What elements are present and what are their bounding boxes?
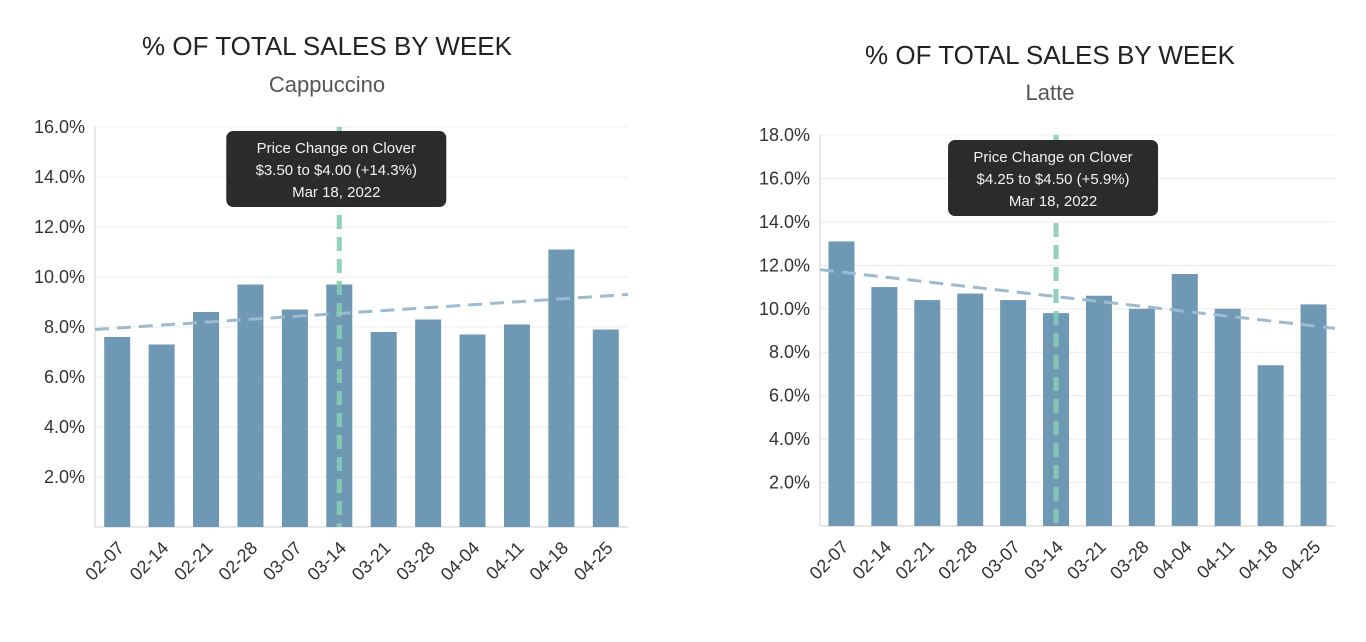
y-tick-label: 12.0%: [34, 217, 85, 237]
y-tick-label: 6.0%: [44, 367, 85, 387]
bar: [503, 324, 530, 527]
x-tick-label: 02-28: [215, 538, 262, 585]
latte-chart: % OF TOTAL SALES BY WEEK Latte 2.0% 4.0% 6…: [759, 40, 1336, 584]
y-tick-label: 8.0%: [769, 342, 810, 362]
bar: [281, 309, 308, 527]
annotation-text: Mar 18, 2022: [292, 184, 380, 201]
bar: [592, 329, 619, 527]
bar: [1000, 300, 1027, 526]
annotation-text: $4.25 to $4.50 (+5.9%): [977, 171, 1130, 188]
y-tick-label: 8.0%: [44, 317, 85, 337]
cappuccino-chart: % OF TOTAL SALES BY WEEK Cappuccino 2.0%…: [34, 31, 629, 585]
x-tick-label: 02-14: [126, 538, 173, 585]
bar: [1085, 295, 1112, 526]
x-tick-label: 02-21: [170, 538, 217, 585]
trend-line: [94, 293, 629, 331]
y-tick-label: 4.0%: [769, 429, 810, 449]
bar: [1214, 308, 1241, 526]
y-tick-label: 14.0%: [34, 167, 85, 187]
latte-chart-panel: % OF TOTAL SALES BY WEEK Latte 2.0% 4.0% 6…: [683, 0, 1366, 642]
x-tick-label: 03-14: [1020, 537, 1067, 584]
chart-title: % OF TOTAL SALES BY WEEK: [865, 40, 1236, 70]
y-tick-label: 16.0%: [34, 117, 85, 137]
x-tick-label: 04-11: [1193, 537, 1239, 583]
bar: [1128, 308, 1155, 526]
x-tick-label: 03-14: [303, 538, 350, 585]
y-tick-label: 12.0%: [759, 255, 810, 275]
x-tick-label: 03-07: [977, 537, 1024, 584]
x-tick-label: 02-28: [934, 537, 981, 584]
y-tick-label: 4.0%: [44, 417, 85, 437]
annotation-text: Mar 18, 2022: [1009, 193, 1097, 210]
y-tick-label: 6.0%: [769, 386, 810, 406]
annotation-box: [226, 131, 447, 207]
x-tick-label: 02-14: [849, 537, 896, 584]
bar: [1171, 274, 1198, 526]
cappuccino-chart-panel: % OF TOTAL SALES BY WEEK Cappuccino 2.0%…: [34, 31, 629, 585]
chart-subtitle: Latte: [1026, 80, 1075, 105]
annotation-text: Price Change on Clover: [973, 149, 1132, 166]
bar: [957, 293, 984, 526]
x-tick-label: 02-21: [891, 537, 938, 584]
bar: [104, 337, 131, 527]
bar: [148, 344, 175, 527]
x-tick-label: 04-25: [570, 538, 617, 585]
x-tick-label: 04-18: [1235, 537, 1282, 584]
bar: [459, 334, 486, 527]
x-tick-label: 03-28: [392, 538, 439, 585]
bar: [415, 319, 442, 527]
trend-line: [819, 268, 1336, 330]
bar: [1300, 304, 1327, 526]
bar: [237, 284, 264, 527]
x-tick-label: 04-11: [482, 538, 528, 584]
bar: [871, 287, 898, 526]
bar: [1257, 365, 1284, 526]
bar: [193, 312, 220, 527]
y-tick-label: 10.0%: [34, 267, 85, 287]
x-tick-label: 04-25: [1278, 537, 1325, 584]
annotation-text: $3.50 to $4.00 (+14.3%): [256, 162, 417, 179]
x-tick-label: 04-04: [1149, 537, 1196, 584]
x-tick-label: 03-21: [1063, 537, 1110, 584]
y-tick-label: 10.0%: [759, 299, 810, 319]
bar: [548, 249, 575, 527]
x-tick-label: 04-18: [526, 538, 573, 585]
y-tick-label: 16.0%: [759, 168, 810, 188]
y-tick-label: 14.0%: [759, 212, 810, 232]
chart-subtitle: Cappuccino: [269, 72, 385, 97]
bar: [914, 300, 941, 526]
annotation-text: Price Change on Clover: [257, 140, 416, 157]
bar: [370, 332, 397, 527]
x-tick-label: 04-04: [437, 538, 484, 585]
bar: [828, 241, 855, 526]
y-tick-label: 2.0%: [769, 473, 810, 493]
x-tick-label: 02-07: [81, 538, 128, 585]
y-tick-label: 18.0%: [759, 125, 810, 145]
x-tick-label: 03-21: [348, 538, 395, 585]
annotation-box: [948, 140, 1159, 216]
x-tick-label: 02-07: [806, 537, 853, 584]
chart-title: % OF TOTAL SALES BY WEEK: [142, 31, 513, 61]
y-tick-label: 2.0%: [44, 467, 85, 487]
x-tick-label: 03-28: [1106, 537, 1153, 584]
x-tick-label: 03-07: [259, 538, 306, 585]
